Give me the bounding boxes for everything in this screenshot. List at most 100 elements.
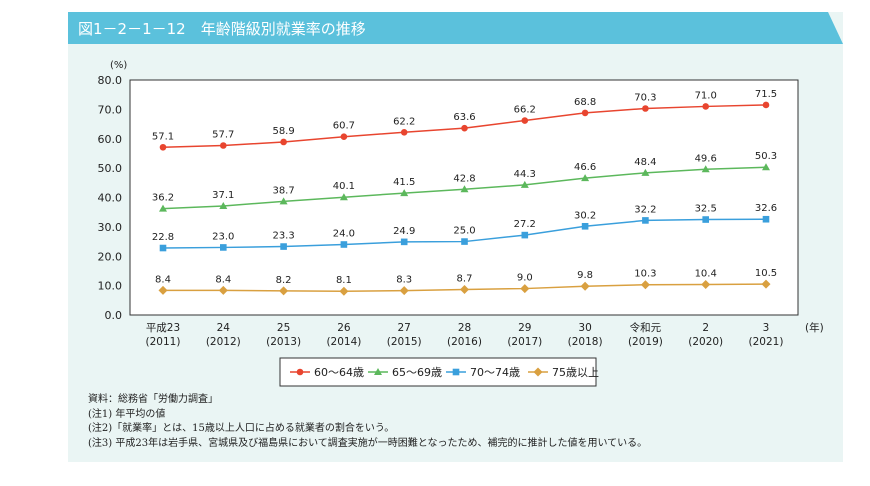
data-point xyxy=(762,215,770,223)
data-point xyxy=(400,238,408,246)
x-tick-label: 25 xyxy=(277,322,290,334)
data-point xyxy=(702,103,709,110)
y-tick-label: 30.0 xyxy=(98,221,123,234)
data-label: 63.6 xyxy=(453,112,475,123)
data-label: 40.1 xyxy=(333,181,355,192)
data-label: 58.9 xyxy=(272,126,294,137)
data-point xyxy=(702,216,709,223)
data-point xyxy=(339,193,348,201)
data-point xyxy=(701,279,711,289)
data-point xyxy=(521,231,529,239)
data-label: 32.5 xyxy=(695,204,717,215)
x-tick-year: (2011) xyxy=(146,336,181,348)
data-point xyxy=(279,286,289,296)
x-tick-label: 30 xyxy=(578,322,591,334)
data-label: 10.3 xyxy=(634,269,656,280)
data-label: 10.4 xyxy=(695,268,717,279)
x-tick-label: 27 xyxy=(398,322,411,334)
legend-marker xyxy=(374,368,382,375)
data-label: 24.9 xyxy=(393,226,415,237)
data-label: 50.3 xyxy=(755,151,777,162)
data-point xyxy=(220,142,227,149)
y-tick-label: 80.0 xyxy=(98,74,123,87)
data-label: 60.7 xyxy=(333,121,355,132)
data-label: 23.0 xyxy=(212,231,234,242)
data-point xyxy=(460,185,469,193)
x-tick-year: (2021) xyxy=(749,336,784,348)
data-label: 9.0 xyxy=(517,273,533,284)
data-label: 22.8 xyxy=(152,232,174,243)
data-label: 30.2 xyxy=(574,210,596,221)
data-point xyxy=(219,202,228,210)
legend-marker xyxy=(296,368,304,376)
data-point xyxy=(461,124,468,132)
data-point xyxy=(460,284,469,294)
x-tick-year: (2016) xyxy=(447,336,482,348)
data-label: 24.0 xyxy=(333,229,355,240)
data-label: 44.3 xyxy=(514,169,536,180)
data-point xyxy=(521,117,529,124)
legend-marker xyxy=(533,367,543,377)
data-label: 32.6 xyxy=(755,203,777,214)
note-source: 資料：総務省「労働力調査」 xyxy=(88,394,218,405)
data-point xyxy=(400,189,409,197)
data-point xyxy=(279,197,288,205)
data-label: 57.7 xyxy=(212,130,234,141)
y-tick-label: 10.0 xyxy=(98,280,123,293)
data-point xyxy=(762,163,770,171)
data-point xyxy=(159,244,167,252)
data-label: 41.5 xyxy=(393,177,415,188)
data-point xyxy=(340,241,348,248)
data-point xyxy=(761,279,771,289)
data-label: 42.8 xyxy=(453,173,475,184)
y-tick-label: 60.0 xyxy=(98,133,123,146)
data-label: 32.2 xyxy=(634,204,656,215)
data-point xyxy=(520,180,529,188)
y-tick-label: 50.0 xyxy=(98,162,123,175)
data-point xyxy=(581,222,589,230)
x-tick-label: 26 xyxy=(337,322,351,334)
x-tick-year: (2020) xyxy=(688,336,723,348)
data-point xyxy=(580,281,590,291)
x-tick-year: (2018) xyxy=(568,336,603,348)
data-point xyxy=(581,174,590,182)
legend-label: 60～64歳 xyxy=(314,366,364,379)
legend-label: 70～74歳 xyxy=(470,366,520,379)
data-point xyxy=(642,217,649,224)
data-label: 68.8 xyxy=(574,97,596,108)
data-label: 71.0 xyxy=(695,90,717,101)
data-label: 23.3 xyxy=(272,231,294,242)
data-point xyxy=(220,244,227,251)
x-axis-unit: (年) xyxy=(805,321,824,334)
x-tick-year: (2012) xyxy=(206,336,241,348)
figure-title: 図1－2－1－12 年齢階級別就業率の推移 xyxy=(78,20,366,38)
data-point xyxy=(159,143,167,151)
y-tick-label: 0.0 xyxy=(105,309,123,322)
note-3: (注3) 平成23年は岩手県、宮城県及び福島県において調査実施が一時困難となった… xyxy=(88,437,648,449)
note-1: (注1) 年平均の値 xyxy=(88,408,166,420)
data-label: 49.6 xyxy=(695,153,717,164)
data-point xyxy=(158,285,168,295)
data-point xyxy=(400,128,408,136)
data-point xyxy=(701,165,710,173)
data-label: 66.2 xyxy=(514,105,536,116)
x-tick-label: 29 xyxy=(518,322,531,334)
data-point xyxy=(640,280,650,290)
data-label: 48.4 xyxy=(634,157,656,168)
data-label: 8.4 xyxy=(215,274,231,285)
data-label: 8.1 xyxy=(336,275,352,286)
note-2: (注2)「就業率」とは、15歳以上人口に占める就業者の割合をいう。 xyxy=(88,423,395,434)
data-label: 8.2 xyxy=(276,275,292,286)
legend-marker xyxy=(452,368,460,376)
data-point xyxy=(642,105,649,112)
y-tick-label: 70.0 xyxy=(98,103,123,116)
x-tick-label: 2 xyxy=(702,322,709,334)
data-label: 25.0 xyxy=(453,226,475,237)
x-tick-label: 28 xyxy=(458,322,471,334)
data-label: 8.3 xyxy=(396,275,412,286)
data-label: 71.5 xyxy=(755,89,777,100)
plot-area xyxy=(129,79,799,316)
data-label: 70.3 xyxy=(634,92,656,103)
data-point xyxy=(280,243,287,250)
